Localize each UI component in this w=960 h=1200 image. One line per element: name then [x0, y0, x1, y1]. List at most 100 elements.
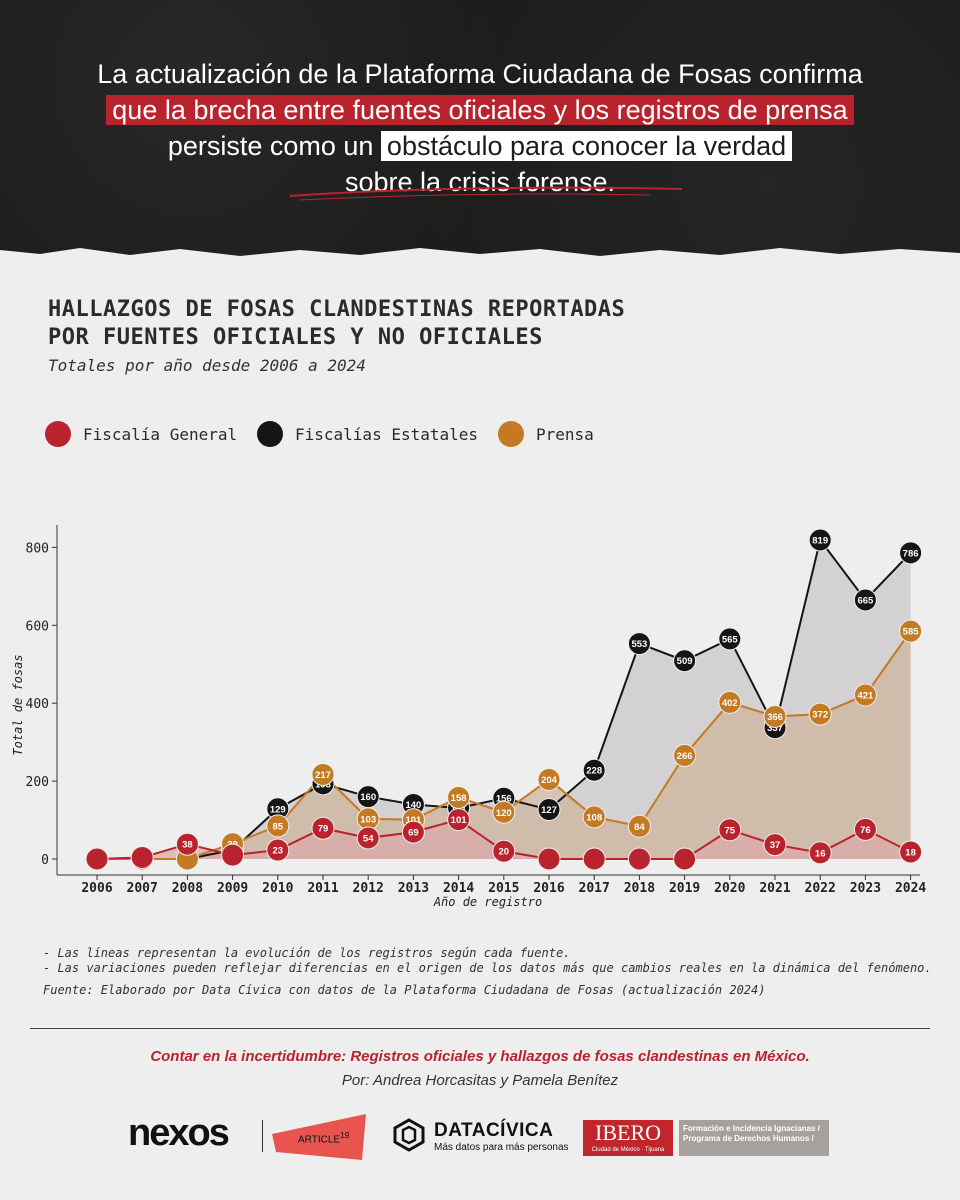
x-tick-label: 2006 [81, 881, 112, 896]
logo-separator [262, 1120, 263, 1152]
article19-number: 19 [340, 1130, 350, 1140]
data-label-fiscal-a-general: 76 [860, 825, 871, 836]
data-label-fiscal-a-general: 54 [363, 833, 374, 844]
article19-logo [272, 1114, 366, 1160]
point-prensa [808, 702, 832, 726]
chart-subtitle: Totales por año desde 2006 a 2024 [48, 356, 366, 375]
point-prensa [582, 805, 606, 829]
ibero-subtitle: Ciudad de México · Tijuana [591, 1147, 665, 1153]
ibero-program-box: Formación e Incidencia Ignacianas / Prog… [679, 1120, 829, 1156]
data-label-fiscal-as-estatales: 665 [857, 595, 874, 606]
point-fiscal-as-estatales [899, 541, 923, 565]
data-label-prensa: 585 [903, 627, 920, 638]
area-prensa [97, 631, 911, 859]
point-prensa [853, 683, 877, 707]
ibero-program-line-2: Programa de Derechos Humanos / [683, 1134, 814, 1143]
y-tick-label: 400 [26, 697, 49, 712]
data-label-prensa: 85 [273, 821, 284, 832]
legend-item-fiscalia-general: Fiscalía General [45, 420, 237, 448]
data-label-fiscal-as-estatales: 228 [586, 766, 602, 777]
data-label-prensa: 84 [634, 822, 645, 833]
header-line-4: sobre la crisis forense. [344, 167, 616, 197]
data-label-prensa: 158 [451, 793, 467, 804]
point-fiscal-as-estatales [582, 758, 606, 782]
point-prensa [899, 619, 923, 643]
point-fiscal-a-general [175, 832, 199, 856]
point-fiscal-as-estatales [537, 798, 561, 822]
point-fiscal-a-general [85, 847, 109, 871]
header-line-1: La actualización de la Plataforma Ciudad… [97, 59, 863, 89]
y-tick-label: 800 [26, 541, 49, 556]
x-tick-label: 2011 [307, 881, 338, 896]
data-label-fiscal-a-general: 101 [451, 815, 468, 826]
point-fiscal-a-general [266, 838, 290, 862]
torn-paper-edge [0, 248, 960, 266]
x-tick-label: 2007 [127, 881, 158, 896]
data-label-fiscal-as-estatales: 819 [812, 535, 828, 546]
legend-dot-orange [498, 421, 524, 447]
header-line-3: persiste como un obstáculo para conocer … [0, 128, 960, 164]
x-tick-label: 2013 [398, 881, 429, 896]
x-tick-label: 2009 [217, 881, 248, 896]
chart-title-line-2: POR FUENTES OFICIALES Y NO OFICIALES [48, 325, 543, 350]
article19-word: ARTICLE [298, 1134, 341, 1146]
data-label-fiscal-a-general: 16 [815, 848, 826, 859]
header-highlight-red: que la brecha entre fuentes oficiales y … [106, 95, 854, 125]
ibero-logo: IBERO Ciudad de México · Tijuana [583, 1120, 673, 1156]
datacivica-tagline: Más datos para más personas [434, 1142, 569, 1153]
header-underline-stroke [289, 186, 683, 201]
data-label-fiscal-a-general: 23 [273, 846, 284, 857]
x-tick-label: 2018 [624, 881, 655, 896]
point-fiscal-a-general [492, 839, 516, 863]
data-label-fiscal-as-estatales: 160 [360, 792, 376, 803]
point-fiscal-a-general [899, 840, 923, 864]
x-tick-label: 2019 [669, 881, 700, 896]
point-fiscal-a-general [401, 820, 425, 844]
data-label-prensa: 266 [677, 751, 693, 762]
article19-text: ARTICLE19 [298, 1130, 349, 1145]
y-axis-label: Total de fosas [11, 654, 25, 755]
point-fiscal-a-general [582, 847, 606, 871]
data-label-prensa: 372 [812, 710, 828, 721]
data-label-fiscal-as-estatales: 140 [405, 800, 421, 811]
point-fiscal-a-general [808, 841, 832, 865]
data-label-fiscal-as-estatales: 509 [677, 656, 693, 667]
x-tick-label: 2021 [759, 881, 790, 896]
data-label-fiscal-a-general: 37 [770, 840, 781, 851]
point-fiscal-a-general [311, 816, 335, 840]
data-label-fiscal-a-general: 18 [905, 847, 916, 858]
point-fiscal-as-estatales [673, 649, 697, 673]
x-tick-label: 2017 [579, 881, 610, 896]
legend-item-fiscalias-estatales: Fiscalías Estatales [257, 420, 478, 448]
note-line-2: - Las variaciones pueden reflejar difere… [43, 961, 932, 975]
data-label-prensa: 120 [496, 808, 512, 819]
point-fiscal-a-general [130, 845, 154, 869]
data-label-fiscal-as-estatales: 553 [631, 639, 647, 650]
y-tick-label: 600 [26, 619, 49, 634]
y-tick-label: 200 [26, 775, 49, 790]
data-label-prensa: 204 [541, 775, 558, 786]
point-fiscal-a-general [447, 808, 471, 832]
point-prensa [311, 762, 335, 786]
chart-title-line-1: HALLAZGOS DE FOSAS CLANDESTINAS REPORTAD… [48, 297, 626, 322]
legend-item-prensa: Prensa [498, 420, 594, 448]
x-tick-label: 2014 [443, 881, 474, 896]
credit-title: Contar en la incertidumbre: Registros of… [150, 1048, 810, 1065]
data-label-fiscal-as-estatales: 156 [496, 794, 512, 805]
x-tick-label: 2023 [850, 881, 881, 896]
point-fiscal-as-estatales [808, 528, 832, 552]
x-tick-label: 2010 [262, 881, 293, 896]
legend-dot-black [257, 421, 283, 447]
data-label-prensa: 108 [586, 812, 602, 823]
point-prensa [537, 768, 561, 792]
point-fiscal-a-general [673, 847, 697, 871]
point-prensa [673, 743, 697, 767]
point-fiscal-as-estatales [627, 632, 651, 656]
legend-dot-red [45, 421, 71, 447]
data-label-fiscal-a-general: 69 [408, 828, 419, 839]
point-prensa [763, 704, 787, 728]
source-note: Fuente: Elaborado por Data Cívica con da… [43, 983, 766, 997]
x-tick-label: 2012 [353, 881, 384, 896]
x-tick-label: 2008 [172, 881, 203, 896]
